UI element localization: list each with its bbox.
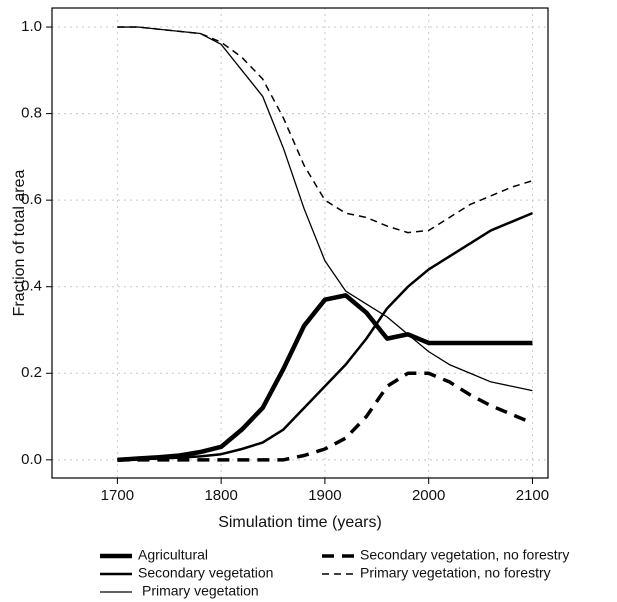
y-tick-label: 0.0 [21, 451, 42, 468]
series-line [117, 26, 533, 392]
y-tick-label: 0.4 [21, 278, 42, 295]
y-tick-label: 0.8 [21, 105, 42, 122]
plot-frame [51, 7, 549, 479]
legend-label: Secondary vegetation, no forestry [360, 547, 569, 563]
y-tick-label: 0.6 [21, 191, 42, 208]
legend-label: Primary vegetation [142, 583, 259, 599]
legend-label: Secondary vegetation [138, 565, 273, 581]
y-axis-title: Fraction of total area [11, 170, 28, 317]
x-tick-label: 2000 [412, 487, 445, 504]
x-tick-label: 1800 [204, 487, 237, 504]
legend-label: Agricultural [138, 547, 208, 563]
series-line [117, 211, 533, 462]
y-tick-label: 1.0 [21, 18, 42, 35]
x-tick-label: 2100 [516, 487, 549, 504]
series-line [117, 26, 533, 234]
x-tick-label: 1700 [101, 487, 134, 504]
series-line [117, 293, 533, 463]
y-tick-label: 0.2 [21, 364, 42, 381]
x-tick-label: 1900 [308, 487, 341, 504]
x-axis-title: Simulation time (years) [218, 514, 382, 531]
legend-label: Primary vegetation, no forestry [360, 565, 551, 581]
series-line [117, 371, 534, 462]
